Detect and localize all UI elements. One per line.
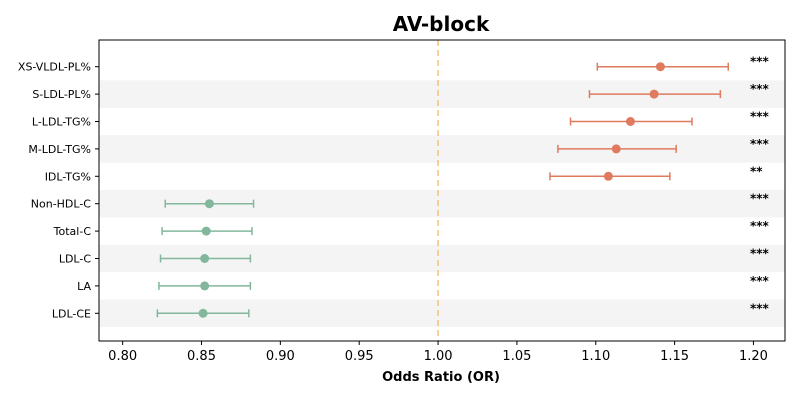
or-point (649, 89, 659, 99)
y-tick-label: LDL-CE (52, 307, 91, 320)
x-axis-label: Odds Ratio (OR) (382, 370, 500, 385)
or-point (201, 226, 211, 236)
significance-label: *** (750, 55, 770, 69)
x-tick-label: 0.80 (108, 349, 137, 364)
significance-label: *** (750, 219, 770, 233)
or-point (625, 117, 635, 126)
y-tick-label: XS-VLDL-PL% (18, 61, 91, 74)
estimate-row: *** (159, 247, 770, 263)
y-tick-label: LA (77, 280, 91, 293)
significance-label: *** (750, 82, 770, 96)
chart-marks: ***************************** (156, 55, 770, 318)
y-tick-label: S-LDL-PL% (32, 88, 91, 101)
x-tick-label: 1.15 (660, 349, 689, 364)
significance-label: ** (750, 164, 763, 178)
row-band (99, 135, 785, 163)
estimate-row: *** (588, 82, 770, 99)
x-tick-label: 1.00 (424, 349, 453, 364)
y-tick-label: LDL-C (59, 253, 92, 266)
estimate-row: *** (557, 137, 770, 154)
x-tick-label: 0.85 (187, 349, 216, 364)
x-tick-label: 0.95 (345, 349, 374, 364)
x-tick-label: 1.20 (739, 349, 768, 364)
or-point (655, 62, 665, 72)
significance-label: *** (750, 247, 770, 261)
x-tick-label: 1.10 (581, 349, 610, 364)
estimate-row: *** (596, 55, 770, 72)
plot-frame (98, 39, 786, 342)
x-tick-label: 0.90 (266, 349, 295, 364)
significance-label: *** (750, 301, 770, 315)
estimate-row: *** (156, 301, 770, 318)
significance-label: *** (750, 274, 770, 288)
x-tick-label: 1.05 (502, 349, 531, 364)
significance-label: *** (750, 137, 770, 151)
y-tick-label: M-LDL-TG% (28, 143, 91, 156)
estimate-row: *** (161, 219, 770, 236)
y-tick-label: Total-C (53, 225, 92, 238)
x-axis: 0.80 0.85 0.90 0.95 1.00 1.05 1.10 1.15 1.20 (108, 341, 768, 364)
y-tick-label: Non-HDL-C (31, 198, 92, 211)
y-tick-labels: XS-VLDL-PL% S-LDL-PL% L-LDL-TG% M-LDL-TG% ID… (18, 61, 99, 320)
estimate-row: *** (158, 274, 770, 291)
significance-label: *** (750, 110, 770, 124)
or-point (204, 199, 214, 209)
y-tick-label: L-LDL-TG% (32, 116, 91, 129)
estimate-row: *** (569, 110, 770, 126)
chart-title: AV-block (393, 12, 490, 36)
or-point (198, 308, 208, 318)
significance-label: *** (750, 192, 770, 206)
estimate-row: *** (164, 192, 770, 209)
or-point (611, 144, 621, 154)
or-point (603, 171, 613, 181)
or-point (200, 254, 210, 263)
y-tick-label: IDL-TG% (45, 170, 91, 183)
or-point (200, 281, 210, 291)
estimate-row: ** (549, 164, 763, 181)
